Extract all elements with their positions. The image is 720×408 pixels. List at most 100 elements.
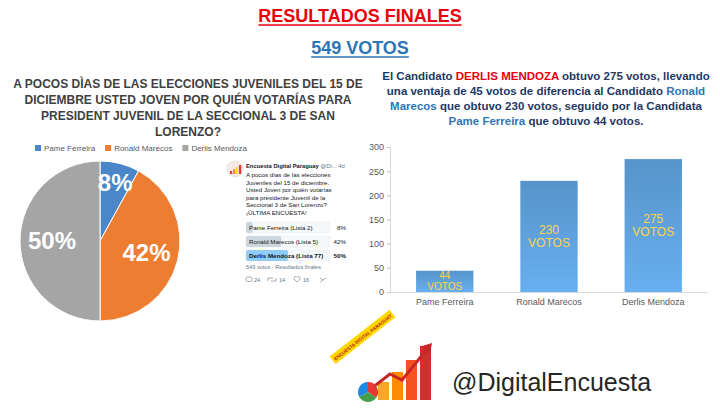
text-word: POR [180, 93, 210, 107]
text-word: Candidato [393, 70, 452, 82]
tweet-account: Encuesta Digital Paraguay [246, 163, 320, 169]
poll-option-label: Derlis Mendoza (Lista 77) [249, 252, 323, 259]
text-line: 275 [643, 212, 663, 226]
header-subtitle: 549 VOTOS [311, 38, 409, 58]
retweet-icon [268, 278, 276, 281]
text-line: Marecos que obtuvo 230 votos, seguido po… [390, 100, 702, 112]
text-line: 230 [539, 223, 559, 237]
text-line: VOTOS [528, 236, 570, 250]
y-tick-mark [387, 220, 390, 221]
text-word: MENDOZA [498, 70, 559, 82]
text-word: de [450, 85, 467, 97]
text-word: DERLIS [453, 70, 499, 82]
text-word: QUIÉN [209, 92, 250, 107]
text-word: VOTARÍAS [251, 92, 315, 107]
poll-labels: Pame Ferreira (Lista 2)8%Ronald Marecos … [249, 224, 346, 259]
text-word: LA [184, 109, 204, 123]
text-word: votos, [524, 100, 561, 112]
bars [416, 159, 682, 292]
y-tick-mark [387, 268, 390, 269]
text-word: DE [164, 109, 184, 123]
bar [625, 159, 682, 292]
text-word: Usted [246, 186, 263, 193]
text-word: pocos [250, 171, 268, 178]
text-word: 230 [502, 100, 524, 112]
text-word: LAS [120, 77, 147, 91]
text-word: Ferreira [479, 115, 526, 127]
text-word: USTED [92, 93, 136, 107]
text-word: Joven [262, 186, 281, 193]
text-word: SAN [306, 109, 335, 123]
tweet: Encuesta Digital Paraguay @Di... 4dA poc… [227, 161, 346, 283]
text-line: A pocos días de las elecciones [246, 171, 331, 178]
text-word: ENCUESTA! [270, 209, 307, 216]
text-word: Marecos [390, 100, 437, 112]
header-title: RESULTADOS FINALES [258, 6, 461, 26]
logo-pie-slice [358, 382, 368, 397]
text-word: llevando [660, 70, 710, 82]
text-word: una [387, 85, 408, 97]
logo-bar [378, 382, 389, 400]
y-tick: 50 [374, 263, 390, 273]
tweet-handle: @Di... [319, 163, 337, 169]
text-word: obtuvo [559, 70, 601, 82]
x-tick-label: Derlis Mendoza [622, 297, 685, 307]
text-line: VOTOS [427, 281, 462, 292]
y-tick-label: 0 [379, 287, 384, 297]
text-word: JUVENILES [229, 77, 299, 91]
text-line: LORENZO? [155, 125, 221, 139]
text-word: DÌAS [68, 76, 100, 91]
text-word: diciembre. [299, 179, 330, 186]
text-word: Juvenil [289, 194, 310, 201]
header-title-underline [258, 24, 461, 26]
y-tick: 200 [369, 191, 390, 201]
bar [416, 271, 473, 292]
y-tick-label: 300 [369, 142, 384, 152]
text-word: El [382, 70, 393, 82]
text-word: quién [291, 186, 308, 193]
pie-title: A POCOS DÌAS DE LAS ELECCIONES JUVENILES… [13, 76, 363, 139]
text-word: 45 [467, 85, 484, 97]
y-tick-label: 250 [369, 167, 384, 177]
text-word: presidente [258, 194, 289, 201]
text-word: votos, [623, 70, 660, 82]
text-word: diferencia [533, 85, 591, 97]
like-count: 16 [303, 277, 309, 283]
text-word: Pame [449, 115, 480, 127]
text-word: PRESIDENT [41, 109, 110, 123]
text-word: Ronald [663, 85, 705, 97]
logo: ENCUESTA DIGITAL PARAGUAY [330, 310, 432, 402]
y-tick-mark [387, 195, 390, 196]
x-tick: Ronald Marecos [516, 292, 582, 307]
legend-label: Ronald Marecos [114, 144, 172, 153]
text-word: Candidato [604, 85, 663, 97]
pie-data-label: 42% [122, 239, 170, 266]
text-word: de [517, 85, 534, 97]
text-line: DICIEMBRE USTED JOVEN POR QUIÉN VOTARÍAS… [25, 92, 352, 107]
y-tick-mark [387, 147, 390, 148]
y-tick-label: 50 [374, 263, 384, 273]
poll-value-label: 50% [334, 252, 347, 259]
text-word: que [525, 115, 549, 127]
text-line: Juveniles del 15 de diciembre. [246, 179, 330, 186]
text-word: PARA [315, 93, 352, 107]
share-icon [320, 278, 326, 282]
text-word: JOVEN [136, 93, 180, 107]
text-word: votarías [308, 186, 332, 193]
retweet-count: 14 [279, 277, 285, 283]
y-axis-line [387, 148, 391, 293]
text-word: para [246, 194, 259, 201]
header-subtitle-underline [311, 56, 409, 58]
y-tick-label: 200 [369, 191, 384, 201]
bar [520, 181, 577, 292]
poll-option-label: Pame Ferreira (Lista 2) [249, 224, 313, 231]
y-tick-mark [387, 244, 390, 245]
y-tick-mark [387, 292, 390, 293]
text-line: A POCOS DÌAS DE LAS ELECCIONES JUVENILES… [13, 76, 363, 91]
y-tick: 0 [379, 287, 390, 297]
text-word: votos [483, 85, 517, 97]
legend-swatch [105, 145, 111, 151]
text-line: Pame Ferreira que obtuvo 44 votos. [449, 115, 644, 127]
y-tick-label: 100 [369, 239, 384, 249]
bar-data-labels: 44VOTOS230VOTOS275VOTOS [427, 212, 674, 292]
